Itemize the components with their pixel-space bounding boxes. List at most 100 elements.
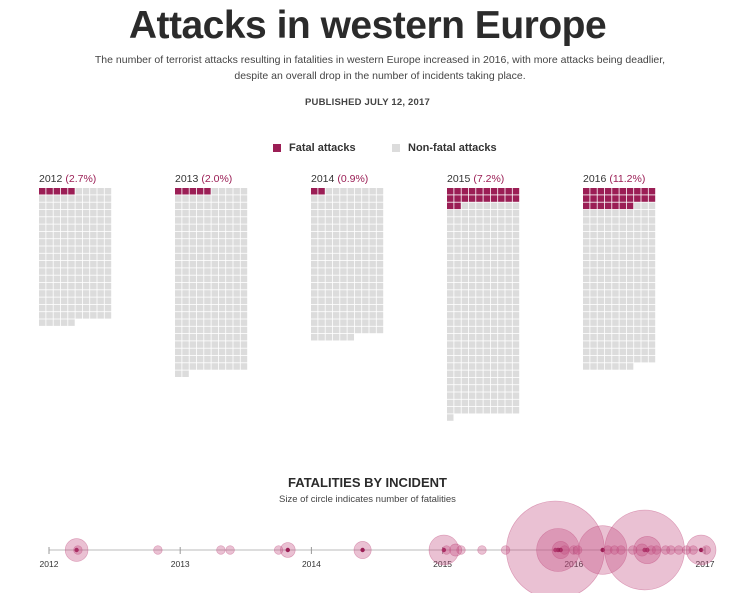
- incident-bubble[interactable]: [651, 545, 662, 555]
- waffle-cell-nonfatal: [362, 319, 369, 326]
- waffle-cell-nonfatal: [82, 275, 90, 283]
- year-label-2016: 2016 (11.2%): [583, 173, 645, 185]
- waffle-cell-nonfatal: [347, 297, 354, 304]
- waffle-cell-nonfatal: [175, 217, 182, 224]
- waffle-cell-nonfatal: [619, 246, 626, 253]
- incident-bubble[interactable]: [274, 545, 284, 555]
- waffle-cell-nonfatal: [97, 282, 104, 290]
- waffle-cell-nonfatal: [468, 261, 476, 268]
- incident-bubble[interactable]: [688, 545, 698, 555]
- incident-bubble[interactable]: [477, 545, 487, 555]
- incident-bubble[interactable]: [73, 545, 83, 555]
- incident-bubble[interactable]: [153, 545, 163, 555]
- waffle-cell-nonfatal: [468, 370, 476, 377]
- incident-bubble[interactable]: [603, 545, 613, 555]
- waffle-cell-nonfatal: [447, 275, 454, 283]
- waffle-cell-nonfatal: [226, 202, 233, 210]
- incident-bubble[interactable]: [701, 545, 711, 555]
- waffle-cell-nonfatal: [182, 224, 189, 231]
- incident-bubble[interactable]: [666, 545, 676, 555]
- incident-bubble[interactable]: [449, 543, 463, 557]
- incident-bubble[interactable]: [501, 545, 511, 555]
- waffle-cell-nonfatal: [226, 319, 233, 326]
- waffle-cell-nonfatal: [641, 348, 648, 356]
- waffle-cell-nonfatal: [376, 202, 384, 210]
- waffle-cell-nonfatal: [318, 195, 325, 202]
- waffle-cell-nonfatal: [354, 209, 362, 217]
- waffle-cell-nonfatal: [498, 224, 505, 231]
- waffle-cell-nonfatal: [218, 290, 226, 297]
- waffle-cell-nonfatal: [204, 304, 211, 312]
- waffle-cell-nonfatal: [104, 282, 112, 290]
- waffle-cell-nonfatal: [490, 253, 498, 261]
- waffle-cell-nonfatal: [648, 297, 656, 304]
- waffle-cell-nonfatal: [204, 319, 211, 326]
- waffle-cell-nonfatal: [196, 246, 204, 253]
- waffle-cell-nonfatal: [376, 304, 384, 312]
- incident-bubble[interactable]: [681, 545, 692, 555]
- waffle-cell-nonfatal: [182, 253, 189, 261]
- incident-bubble[interactable]: [635, 543, 649, 557]
- waffle-cell-fatal: [311, 188, 318, 195]
- incident-bubble[interactable]: [216, 545, 226, 555]
- incident-bubble[interactable]: [225, 545, 235, 555]
- waffle-cell-nonfatal: [447, 290, 454, 297]
- waffle-cell-nonfatal: [60, 239, 68, 246]
- waffle-cell-nonfatal: [648, 239, 656, 246]
- waffle-cell-nonfatal: [604, 341, 612, 348]
- waffle-cell-nonfatal: [476, 304, 483, 312]
- waffle-cell-nonfatal: [612, 312, 619, 319]
- incident-bubble[interactable]: [616, 545, 626, 555]
- waffle-cell-nonfatal: [641, 209, 648, 217]
- incident-bubble[interactable]: [609, 545, 620, 555]
- waffle-cell-nonfatal: [369, 195, 376, 202]
- waffle-cell-nonfatal: [626, 209, 634, 217]
- waffle-cell-nonfatal: [590, 363, 597, 370]
- waffle-cell-nonfatal: [311, 304, 318, 312]
- waffle-cell-nonfatal: [354, 290, 362, 297]
- incident-bubble[interactable]: [569, 545, 579, 555]
- incident-bubble[interactable]: [674, 545, 684, 555]
- published-date: PUBLISHED JULY 12, 2017: [305, 97, 430, 108]
- incident-bubble[interactable]: [456, 545, 466, 555]
- waffle-cell-nonfatal: [233, 341, 240, 348]
- incident-bubble[interactable]: [646, 545, 656, 555]
- waffle-cell-nonfatal: [583, 268, 590, 275]
- incident-bubble[interactable]: [628, 545, 638, 555]
- waffle-cell-nonfatal: [311, 326, 318, 334]
- waffle-cell-nonfatal: [583, 341, 590, 348]
- waffle-cell-nonfatal: [332, 202, 340, 210]
- waffle-cell-nonfatal: [498, 268, 505, 275]
- waffle-cell-nonfatal: [619, 224, 626, 231]
- waffle-cell-nonfatal: [175, 282, 182, 290]
- waffle-cell-nonfatal: [634, 275, 641, 283]
- waffle-cell-nonfatal: [619, 209, 626, 217]
- waffle-cell-nonfatal: [240, 195, 248, 202]
- waffle-cell-nonfatal: [60, 312, 68, 319]
- waffle-cell-nonfatal: [46, 195, 53, 202]
- waffle-cell-nonfatal: [325, 312, 333, 319]
- waffle-cell-nonfatal: [447, 377, 454, 385]
- waffle-cell-nonfatal: [46, 297, 53, 304]
- waffle-cell-nonfatal: [369, 326, 376, 334]
- waffle-cell-nonfatal: [318, 282, 325, 290]
- incident-bubble[interactable]: [559, 545, 570, 555]
- waffle-cell-nonfatal: [226, 246, 233, 253]
- waffle-cell-nonfatal: [318, 290, 325, 297]
- waffle-cell-nonfatal: [196, 304, 204, 312]
- waffle-cell-nonfatal: [97, 261, 104, 268]
- waffle-cell-fatal: [641, 188, 648, 195]
- waffle-cell-nonfatal: [604, 312, 612, 319]
- waffle-cell-nonfatal: [104, 239, 112, 246]
- waffle-cell-fatal: [626, 195, 634, 202]
- waffle-cell-nonfatal: [218, 239, 226, 246]
- waffle-cell-nonfatal: [597, 297, 605, 304]
- incident-bubble[interactable]: [573, 545, 583, 555]
- incident-bubble[interactable]: [660, 545, 671, 555]
- waffle-cell-nonfatal: [46, 209, 53, 217]
- waffle-cell-nonfatal: [218, 261, 226, 268]
- waffle-cell-nonfatal: [454, 377, 461, 385]
- waffle-cell-nonfatal: [498, 334, 505, 341]
- incident-bubble[interactable]: [441, 545, 452, 555]
- waffle-cell-nonfatal: [189, 341, 197, 348]
